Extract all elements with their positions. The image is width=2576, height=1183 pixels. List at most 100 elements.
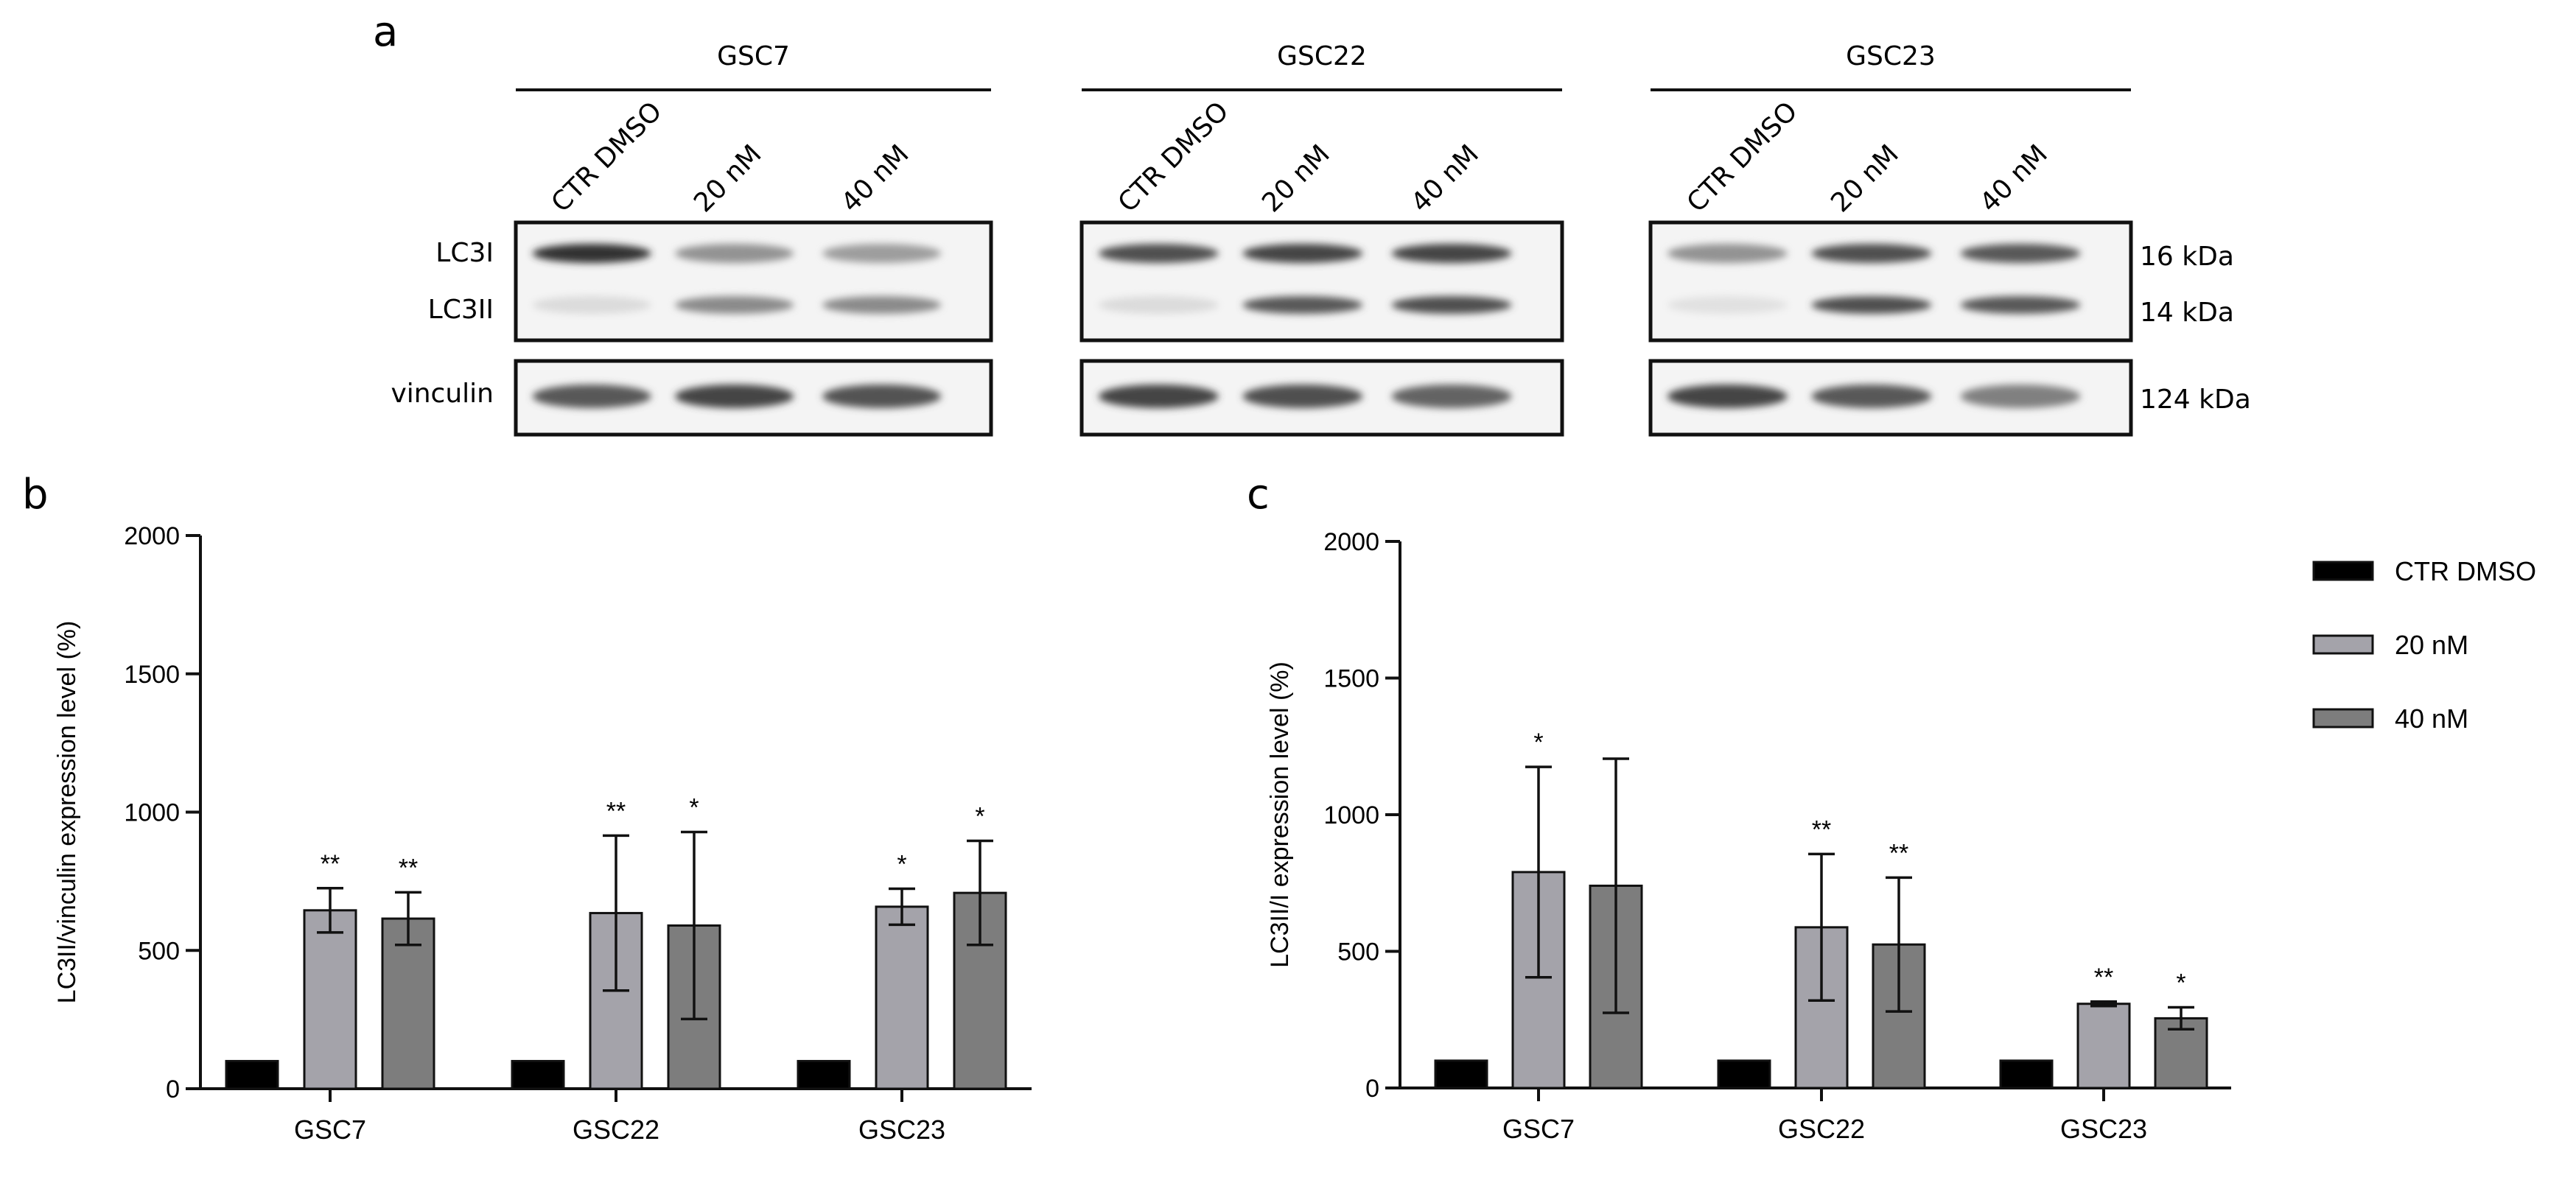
- y-tick-label: 0: [166, 1075, 180, 1103]
- x-tick-label: GSC23: [858, 1114, 945, 1145]
- bar: [1717, 1059, 1771, 1089]
- blot-band-vinculin: [822, 385, 942, 408]
- blot-band-lc3i: [1960, 244, 2081, 263]
- significance-label: **: [399, 854, 418, 882]
- x-tick-label: GSC23: [2060, 1114, 2147, 1144]
- blot-band-lc3ii: [1391, 296, 1512, 314]
- bar: [225, 1059, 279, 1090]
- y-tick-label: 1500: [124, 661, 180, 689]
- blot-band-lc3i: [1667, 244, 1788, 263]
- significance-label: *: [1533, 729, 1543, 757]
- y-axis-label: LC3II/I expression level (%): [1266, 661, 1294, 968]
- blot-lc3-frame: [1079, 220, 1564, 343]
- bar: [875, 905, 929, 1090]
- blot-lc3-frame: [514, 220, 993, 343]
- bar: [953, 891, 1007, 1090]
- mw-marker: 14 kDa: [2140, 298, 2234, 328]
- blot-lane-label: 20 nM: [1256, 139, 1336, 219]
- significance-label: **: [606, 797, 626, 825]
- panel-label-b: b: [22, 471, 49, 519]
- bar: [381, 917, 435, 1090]
- legend-label: 40 nM: [2395, 703, 2468, 734]
- blot-band-vinculin: [675, 385, 794, 408]
- blot-band-lc3i: [675, 244, 794, 263]
- blot-lane-label: 40 nM: [1405, 139, 1485, 219]
- legend-swatch: [2312, 561, 2374, 581]
- blot-lane-label: CTR DMSO: [546, 96, 668, 219]
- blot-band-vinculin: [1098, 385, 1219, 408]
- significance-label: **: [1812, 815, 1831, 843]
- x-tick-label: GSC7: [294, 1114, 366, 1145]
- blot-band-lc3i: [1811, 244, 1932, 263]
- x-tick-label: GSC22: [1778, 1114, 1865, 1144]
- significance-label: **: [2094, 963, 2113, 991]
- blot-band-vinculin: [532, 385, 651, 408]
- blot-lane-label: CTR DMSO: [1681, 96, 1804, 219]
- blot-band-lc3ii: [1242, 296, 1363, 314]
- blot-lane-label: CTR DMSO: [1113, 96, 1235, 219]
- blot-group-label: GSC23: [1846, 41, 1936, 71]
- blot-band-lc3ii: [532, 296, 651, 314]
- bar: [2076, 1003, 2131, 1089]
- y-tick-label: 1000: [124, 799, 180, 827]
- blot-lane-label: 20 nM: [1825, 139, 1905, 219]
- bar: [1999, 1059, 2054, 1089]
- y-tick-label: 2000: [124, 522, 180, 550]
- blot-band-lc3i: [1098, 244, 1219, 263]
- blot-row-label-vinculin: vinculin: [391, 379, 494, 409]
- mw-marker: 16 kDa: [2140, 242, 2234, 272]
- blot-band-lc3i: [532, 244, 651, 263]
- bar: [511, 1059, 565, 1090]
- blot-band-lc3i: [1391, 244, 1512, 263]
- blot-band-lc3ii: [1098, 296, 1219, 314]
- bar: [1511, 871, 1566, 1089]
- y-tick-label: 500: [138, 937, 180, 965]
- bar: [303, 909, 357, 1090]
- chart-legend: CTR DMSO 20 nM 40 nM: [2312, 556, 2536, 734]
- panel-label-c: c: [1247, 471, 1270, 519]
- blot-band-lc3ii: [1811, 296, 1932, 314]
- blot-band-vinculin: [1667, 385, 1788, 408]
- bar-chart-c: 0 500 1000 1500 2000 LC3II/I expression level…: [1266, 528, 2231, 1144]
- panel-label-a: a: [373, 8, 398, 56]
- bar-chart-b: 0 500 1000 1500 2000 LC3II/vinculin expressio…: [53, 522, 1032, 1145]
- y-tick-label: 1000: [1323, 801, 1379, 829]
- x-tick-label: GSC22: [573, 1114, 659, 1145]
- blot-band-lc3ii: [1960, 296, 2081, 314]
- blot-band-lc3i: [822, 244, 942, 263]
- y-tick-label: 0: [1365, 1075, 1379, 1103]
- blot-row-label-lc3ii: LC3II: [428, 295, 494, 325]
- significance-label: **: [321, 850, 340, 878]
- blot-band-lc3ii: [1667, 296, 1788, 314]
- blot-group-label: GSC22: [1277, 41, 1367, 71]
- blot-band-vinculin: [1811, 385, 1932, 408]
- blot-band-vinculin: [1391, 385, 1512, 408]
- blot-band-lc3i: [1242, 244, 1363, 263]
- y-tick-label: 500: [1337, 938, 1379, 966]
- legend-swatch: [2312, 634, 2374, 655]
- legend-label: CTR DMSO: [2395, 556, 2536, 586]
- significance-label: **: [1889, 839, 1908, 867]
- mw-marker: 124 kDa: [2140, 385, 2251, 415]
- y-tick-label: 2000: [1323, 528, 1379, 556]
- bar: [797, 1059, 851, 1090]
- blot-band-vinculin: [1242, 385, 1363, 408]
- x-tick-label: GSC7: [1502, 1114, 1575, 1144]
- blot-lc3-frame: [1648, 220, 2133, 343]
- significance-label: *: [975, 803, 984, 831]
- significance-label: *: [897, 851, 906, 879]
- blot-row-label-lc3i: LC3I: [435, 238, 494, 268]
- blot-lane-label: 40 nM: [836, 139, 915, 219]
- significance-label: *: [689, 794, 699, 822]
- legend-label: 20 nM: [2395, 630, 2468, 660]
- significance-label: *: [2176, 969, 2185, 997]
- y-axis-label: LC3II/vinculin expression level (%): [53, 621, 81, 1004]
- bar: [1434, 1059, 1488, 1089]
- blot-lane-label: 20 nM: [688, 139, 768, 219]
- blot-band-vinculin: [1960, 385, 2081, 408]
- blot-band-lc3ii: [675, 296, 794, 314]
- blot-band-lc3ii: [822, 296, 942, 314]
- blot-lane-label: 40 nM: [1974, 139, 2054, 219]
